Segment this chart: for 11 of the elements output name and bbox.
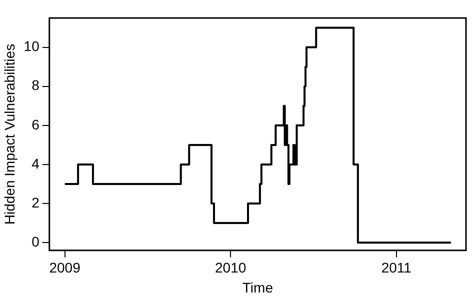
y-tick-label: 2 <box>32 194 40 210</box>
y-axis-title: Hidden Impact Vulnerabilities <box>1 44 18 225</box>
x-tick-label: 2011 <box>381 260 412 276</box>
x-tick-label: 2010 <box>215 260 246 276</box>
y-tick-label: 10 <box>24 38 40 54</box>
x-tick-label: 2009 <box>49 260 81 276</box>
x-axis-title: Time <box>242 279 274 296</box>
y-tick-label: 0 <box>32 233 40 250</box>
y-tick-label: 4 <box>32 155 40 172</box>
y-tick-label: 6 <box>32 116 40 132</box>
y-tick-label: 8 <box>32 77 40 94</box>
